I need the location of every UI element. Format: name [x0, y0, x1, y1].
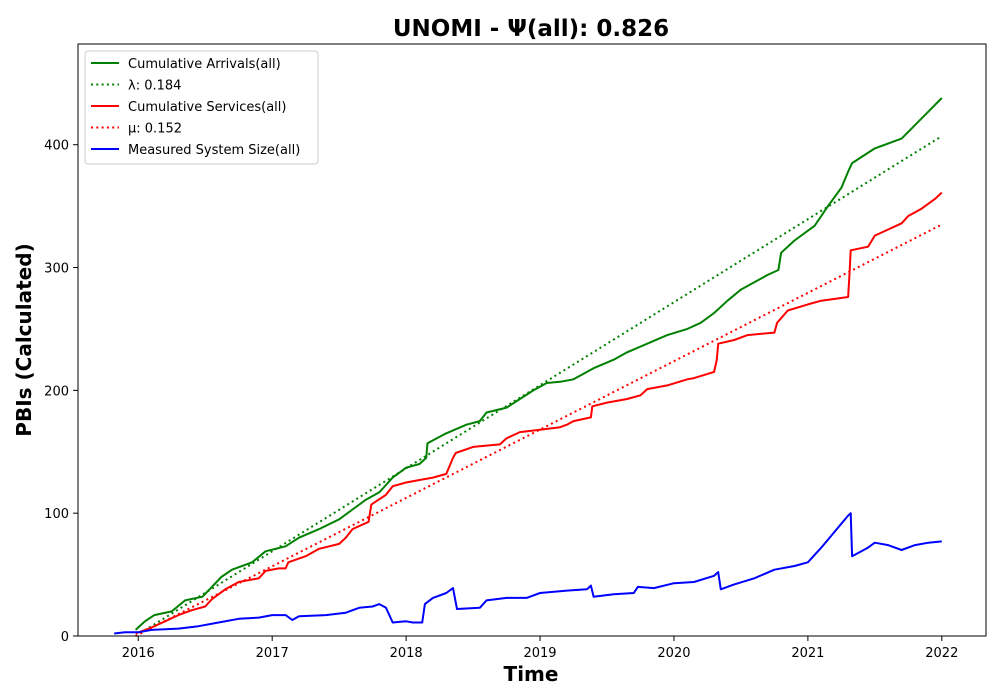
chart-title: UNOMI - Ψ(all): 0.826	[393, 16, 669, 42]
series-line-3	[135, 223, 943, 637]
legend-label: Cumulative Arrivals(all)	[128, 57, 281, 72]
legend-label: Measured System Size(all)	[128, 143, 300, 158]
legend-label: μ: 0.152	[128, 122, 182, 137]
x-tick-label: 2019	[523, 646, 556, 661]
legend-label: Cumulative Services(all)	[128, 100, 286, 115]
x-tick-label: 2021	[791, 646, 824, 661]
legend-label: λ: 0.184	[128, 79, 181, 94]
y-tick-label: 100	[44, 507, 69, 522]
x-axis: 2016 2017 2018 2019 2020 2021 2022	[122, 636, 958, 661]
y-tick-label: 400	[44, 139, 69, 154]
x-tick-label: 2022	[925, 646, 958, 661]
y-tick-label: 200	[44, 384, 69, 399]
series-line-4	[114, 512, 942, 635]
x-axis-label: Time	[504, 662, 559, 686]
series-line-1	[135, 135, 943, 637]
plot-frame	[77, 43, 987, 637]
y-axis-label: PBIs (Calculated)	[12, 243, 36, 436]
y-axis: 0 100 200 300 400	[44, 139, 78, 645]
x-tick-label: 2020	[657, 646, 690, 661]
x-tick-label: 2017	[256, 646, 289, 661]
y-tick-label: 300	[44, 262, 69, 277]
x-tick-label: 2016	[122, 646, 155, 661]
legend: Cumulative Arrivals(all) λ: 0.184 Cumulati…	[84, 50, 319, 165]
series-line-2	[135, 191, 943, 635]
x-tick-label: 2018	[390, 646, 423, 661]
legend-box	[84, 50, 319, 165]
y-tick-label: 0	[61, 630, 69, 645]
plot-area	[77, 43, 987, 637]
series-line-0	[134, 97, 943, 631]
